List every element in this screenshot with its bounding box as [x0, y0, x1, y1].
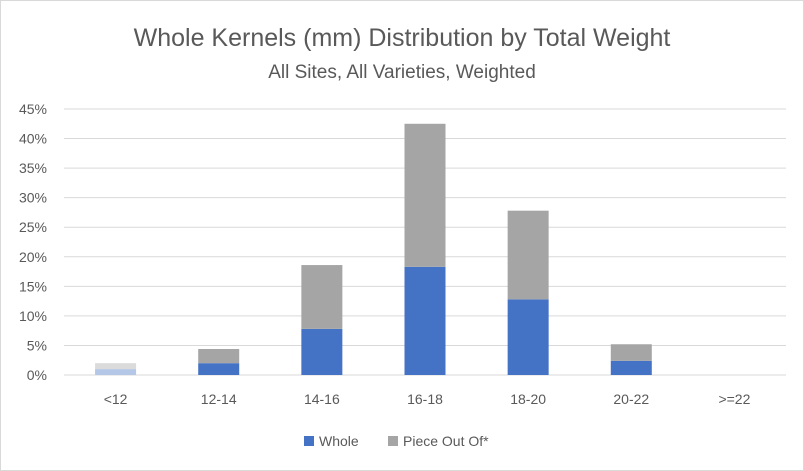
chart-subtitle: All Sites, All Varieties, Weighted [268, 62, 536, 83]
x-tick-label: 20-22 [613, 391, 649, 407]
y-tick-label: 20% [19, 249, 47, 265]
bar-piece-out-of-14-16 [301, 265, 343, 329]
y-tick-label: 35% [19, 160, 47, 176]
legend: Whole Piece Out Of* [304, 433, 489, 449]
x-tick-label: 18-20 [510, 391, 546, 407]
y-tick-label: 25% [19, 219, 47, 235]
y-tick-label: 15% [19, 278, 47, 294]
y-tick-label: 0% [27, 367, 47, 383]
legend-label-piece-out-of: Piece Out Of* [403, 433, 489, 449]
bar-whole-16-18 [404, 266, 446, 375]
y-tick-label: 30% [19, 190, 47, 206]
x-tick-label: <12 [104, 391, 128, 407]
y-tick-label: 10% [19, 308, 47, 324]
bar-whole-12-14 [198, 363, 240, 375]
x-tick-label: 12-14 [201, 391, 237, 407]
bar-piece-out-of-12-14 [198, 348, 240, 364]
bar-whole-20-22 [610, 360, 652, 375]
y-axis-ticks: 0% 5% 10% 15% 20% 25% 30% 35% 40% 45% [19, 101, 47, 383]
bar-piece-out-of-20-22 [610, 344, 652, 361]
y-tick-label: 45% [19, 101, 47, 117]
bar-piece-out-of-12 [95, 363, 137, 370]
legend-swatch-piece-out-of [388, 436, 398, 446]
bar-piece-out-of-18-20 [507, 210, 549, 300]
bar-whole-18-20 [507, 299, 549, 375]
bars [95, 123, 652, 375]
bar-piece-out-of-16-18 [404, 123, 446, 267]
chart-title: Whole Kernels (mm) Distribution by Total… [134, 24, 671, 52]
bar-whole-14-16 [301, 328, 343, 375]
bar-whole-12 [95, 369, 137, 375]
x-tick-label: 16-18 [407, 391, 443, 407]
x-tick-label: >=22 [718, 391, 750, 407]
y-tick-label: 5% [27, 337, 47, 353]
x-axis-ticks: <12 12-14 14-16 16-18 18-20 20-22 >=22 [104, 391, 751, 407]
legend-swatch-whole [304, 436, 314, 446]
legend-label-whole: Whole [319, 433, 359, 449]
x-tick-label: 14-16 [304, 391, 340, 407]
y-tick-label: 40% [19, 131, 47, 147]
